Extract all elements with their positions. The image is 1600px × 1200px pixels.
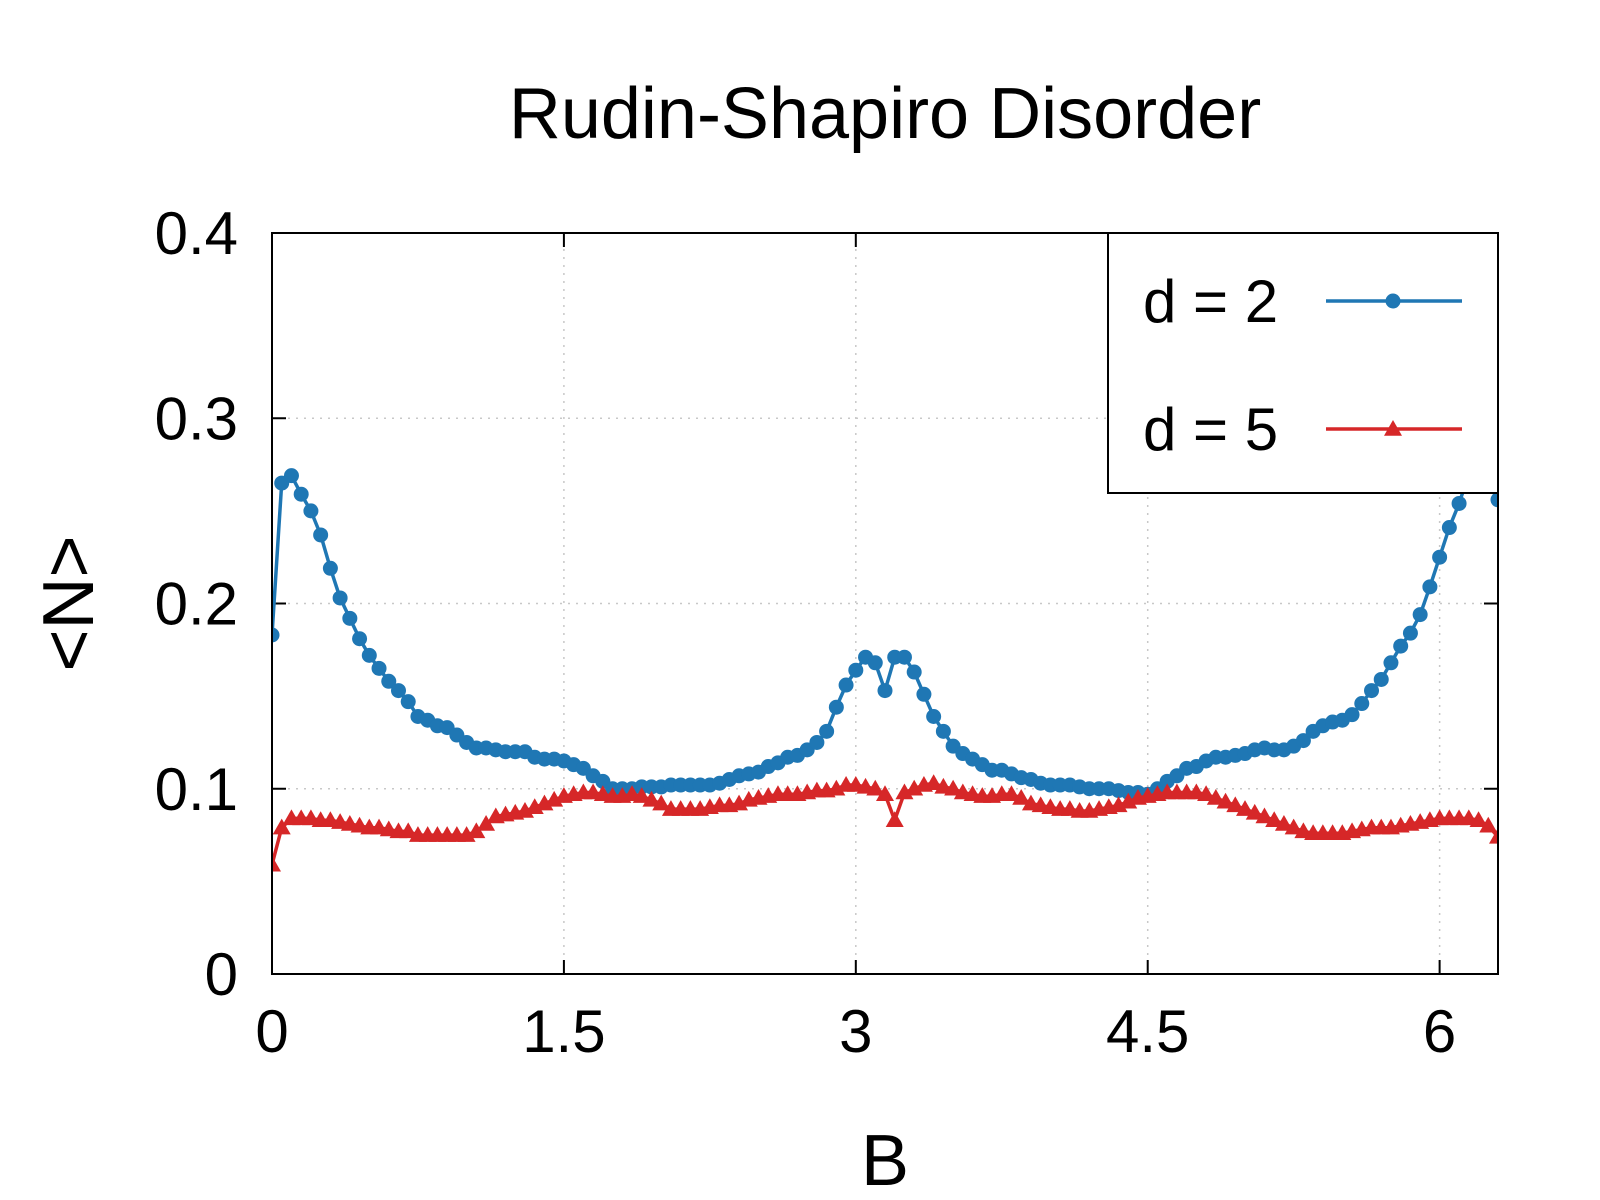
legend: d = 2 d = 5 [1107, 232, 1499, 494]
data-point [390, 683, 406, 699]
data-point [1255, 807, 1274, 824]
y-tick-label: 0.1 [155, 756, 238, 823]
data-point [272, 855, 281, 872]
data-point [1012, 789, 1031, 805]
data-point [293, 486, 309, 502]
chart-title: Rudin-Shapiro Disorder [509, 74, 1261, 154]
data-point [1344, 707, 1360, 723]
data-point [1002, 785, 1021, 802]
data-point [642, 790, 661, 807]
data-point [1245, 803, 1264, 820]
data-point [322, 560, 338, 576]
legend-swatch-marker [1384, 420, 1402, 436]
y-tick-label: 0 [205, 941, 238, 1008]
data-point [1432, 549, 1448, 565]
x-tick-label: 4.5 [1106, 998, 1189, 1065]
data-point [313, 527, 329, 543]
legend-label: d = 2 [1143, 268, 1278, 335]
data-point [1393, 638, 1409, 654]
legend-swatch-marker [1385, 293, 1401, 309]
data-point [848, 662, 864, 678]
series-2 [272, 774, 1498, 872]
data-point [342, 610, 358, 626]
data-point [1236, 800, 1255, 816]
data-point [809, 734, 825, 750]
data-point [876, 785, 894, 802]
data-point [885, 811, 904, 827]
data-point [332, 590, 348, 606]
data-point [400, 694, 416, 710]
data-point [896, 649, 912, 665]
data-point [381, 673, 397, 689]
data-point [828, 699, 844, 715]
data-point [1422, 579, 1438, 595]
legend-entry: d = 5 [1143, 396, 1462, 463]
data-point [926, 709, 942, 725]
data-point [1402, 625, 1418, 641]
series-line [272, 472, 1498, 797]
data-point [1206, 789, 1225, 805]
data-point [1364, 683, 1380, 699]
data-point [944, 779, 963, 796]
data-point [838, 677, 854, 693]
series-1 [272, 466, 1498, 802]
data-point [1373, 671, 1389, 687]
data-point [352, 631, 368, 647]
data-point [1490, 492, 1498, 508]
legend-label: d = 5 [1143, 396, 1278, 463]
data-point [467, 822, 486, 839]
data-point [272, 627, 280, 643]
data-point [477, 814, 496, 831]
data-point [1354, 696, 1370, 712]
x-axis-title: B [861, 1121, 909, 1200]
data-point [652, 794, 671, 811]
data-point [819, 723, 835, 739]
data-point [1451, 495, 1467, 511]
data-point [906, 664, 922, 680]
data-point [1383, 655, 1399, 671]
data-point [924, 774, 943, 790]
data-point [399, 822, 418, 839]
y-tick-label: 0.4 [155, 200, 238, 267]
data-point [1226, 796, 1245, 813]
y-tick-label: 0.2 [155, 571, 238, 638]
data-point [916, 686, 932, 702]
data-point [1489, 827, 1498, 844]
grid [272, 233, 1498, 974]
plot-frame [271, 232, 1499, 975]
data-point [303, 503, 319, 519]
data-point [361, 647, 377, 663]
data-point [632, 787, 651, 803]
y-tick-label: 0.3 [155, 385, 238, 452]
plot-series [272, 466, 1498, 872]
data-point [283, 468, 299, 484]
y-axis-title: <N> [29, 535, 109, 671]
x-tick-label: 1.5 [522, 998, 605, 1065]
legend-box [1107, 232, 1499, 494]
x-tick-label: 6 [1423, 998, 1456, 1065]
x-tick-label: 3 [839, 998, 872, 1065]
data-point [371, 660, 387, 676]
data-point [877, 683, 893, 699]
data-point [1216, 792, 1235, 809]
data-point [1469, 811, 1488, 827]
data-point [1441, 520, 1457, 536]
data-point [1274, 814, 1293, 831]
data-point [1284, 818, 1303, 835]
data-point [1197, 785, 1216, 802]
x-tick-label: 0 [255, 998, 288, 1065]
data-point [935, 723, 951, 739]
data-point [867, 655, 883, 671]
data-point [866, 779, 885, 796]
axis-ticks: 0 0.1 0.2 0.3 0.4 0 1.5 3 4.5 6 [155, 200, 1498, 1065]
legend-entry: d = 2 [1143, 268, 1462, 335]
data-point [1295, 733, 1311, 749]
data-point [1479, 816, 1498, 833]
data-point [272, 818, 291, 835]
data-point [1265, 811, 1284, 827]
data-point [1412, 607, 1428, 623]
